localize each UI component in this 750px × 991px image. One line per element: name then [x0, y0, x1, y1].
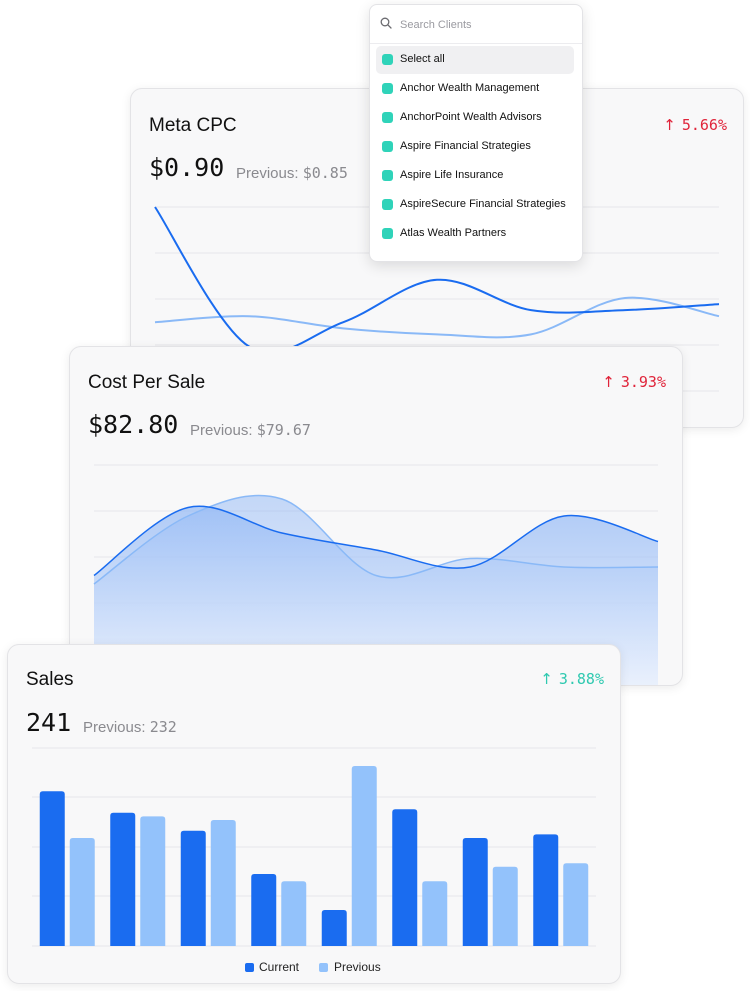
bar-previous	[210, 820, 236, 946]
client-option[interactable]: AnchorPoint Wealth Advisors	[376, 104, 574, 132]
client-option[interactable]: Aspire Life Insurance	[376, 162, 574, 190]
option-label: Aspire Financial Strategies	[400, 140, 531, 152]
previous-amount: 232	[149, 718, 177, 736]
option-label: Anchor Wealth Management	[400, 82, 540, 94]
metric-value: $0.90	[149, 153, 225, 182]
client-option[interactable]: AspireSecure Financial Strategies	[376, 191, 574, 219]
previous-amount: $0.85	[302, 164, 348, 182]
bar-current	[321, 910, 347, 946]
checkbox[interactable]	[382, 141, 393, 152]
option-label: Atlas Wealth Partners	[400, 227, 507, 239]
checkbox[interactable]	[382, 170, 393, 181]
bar-previous	[422, 881, 448, 946]
previous-value: Previous: $79.67	[190, 421, 311, 439]
option-label: AnchorPoint Wealth Advisors	[400, 111, 542, 123]
sales-card: Sales 241 Previous: 232 ↑ 3.88% Current P…	[7, 644, 621, 984]
checkbox[interactable]	[382, 228, 393, 239]
arrow-up-icon: ↑	[663, 116, 676, 134]
arrow-up-icon: ↑	[540, 670, 553, 688]
legend-current: Current	[259, 960, 300, 974]
bar-current	[39, 791, 65, 946]
checkbox[interactable]	[382, 83, 393, 94]
delta-value: 3.88%	[558, 670, 604, 688]
legend-swatch-previous	[319, 963, 328, 972]
previous-label: Previous:	[83, 719, 146, 736]
bar-previous	[69, 838, 95, 946]
bar-previous	[492, 866, 518, 946]
previous-label: Previous:	[236, 165, 299, 182]
legend-swatch-current	[245, 963, 254, 972]
card-title: Meta CPC	[149, 115, 237, 136]
metric-value: $82.80	[88, 410, 179, 439]
delta-badge: ↑ 3.93%	[602, 373, 666, 391]
series-line-current	[93, 505, 659, 577]
previous-label: Previous:	[190, 422, 253, 439]
option-label: Aspire Life Insurance	[400, 169, 504, 181]
bar-previous	[563, 863, 589, 946]
bar-current	[251, 874, 277, 946]
card-title: Cost Per Sale	[88, 372, 206, 393]
previous-value: Previous: 232	[83, 718, 177, 736]
client-option[interactable]: Anchor Wealth Management	[376, 75, 574, 103]
cost-per-sale-card: Cost Per Sale $82.80 Previous: $79.67 ↑ 3…	[69, 346, 683, 686]
option-label: Select all	[400, 53, 445, 65]
bar-previous	[351, 766, 377, 946]
bar-previous	[281, 881, 307, 946]
metric-value: 241	[26, 708, 72, 737]
search-icon	[380, 17, 392, 29]
bar-current	[180, 830, 206, 946]
series-line-previous	[154, 296, 720, 339]
client-filter-dropdown: Select all Anchor Wealth Management Anchor…	[369, 4, 583, 262]
previous-amount: $79.67	[256, 421, 311, 439]
bar-current	[533, 834, 559, 946]
bar-previous	[140, 816, 166, 946]
client-option[interactable]: Aspire Financial Strategies	[376, 133, 574, 161]
client-option[interactable]: Atlas Wealth Partners	[376, 220, 574, 248]
previous-value: Previous: $0.85	[236, 164, 348, 182]
delta-badge: ↑ 5.66%	[663, 116, 727, 134]
option-label: AspireSecure Financial Strategies	[400, 198, 566, 210]
delta-value: 3.93%	[620, 373, 666, 391]
bar-current	[462, 838, 488, 946]
card-title: Sales	[26, 669, 74, 690]
series-area-previous	[94, 495, 658, 685]
series-line-current	[154, 206, 720, 354]
cost-per-sale-area-chart	[93, 464, 659, 685]
search-clients-input[interactable]	[398, 14, 572, 36]
legend-previous: Previous	[334, 960, 381, 974]
bar-current	[392, 809, 418, 946]
checkbox[interactable]	[382, 54, 393, 65]
sales-bar-chart	[32, 747, 596, 947]
arrow-up-icon: ↑	[602, 373, 615, 391]
delta-badge: ↑ 3.88%	[540, 670, 604, 688]
checkbox[interactable]	[382, 112, 393, 123]
search-row	[370, 5, 582, 44]
select-all-option[interactable]: Select all	[376, 46, 574, 74]
delta-value: 5.66%	[681, 116, 727, 134]
bar-current	[110, 812, 136, 946]
checkbox[interactable]	[382, 199, 393, 210]
series-line-previous	[93, 494, 659, 585]
